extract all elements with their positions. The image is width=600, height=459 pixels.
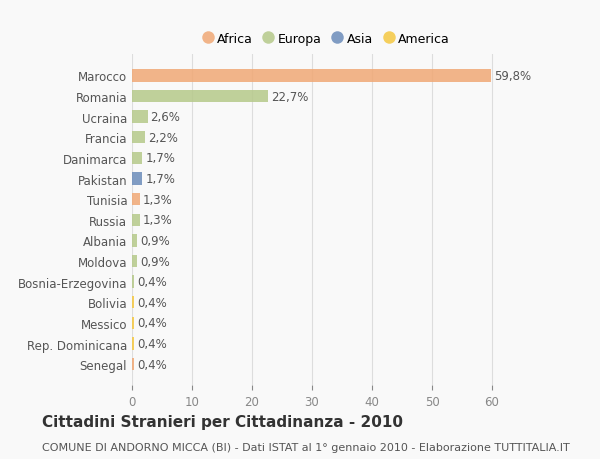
- Bar: [132, 214, 140, 226]
- Bar: [132, 276, 134, 288]
- Legend: Africa, Europa, Asia, America: Africa, Europa, Asia, America: [199, 28, 455, 51]
- Text: 0,9%: 0,9%: [140, 255, 170, 268]
- Bar: [132, 194, 140, 206]
- Bar: [132, 255, 137, 268]
- Bar: [132, 235, 137, 247]
- Text: 59,8%: 59,8%: [494, 70, 531, 83]
- Text: COMUNE DI ANDORNO MICCA (BI) - Dati ISTAT al 1° gennaio 2010 - Elaborazione TUTT: COMUNE DI ANDORNO MICCA (BI) - Dati ISTA…: [42, 442, 570, 452]
- Text: 0,4%: 0,4%: [137, 296, 167, 309]
- Bar: [132, 358, 134, 370]
- Bar: [132, 152, 142, 165]
- Text: 0,4%: 0,4%: [137, 275, 167, 289]
- Text: 22,7%: 22,7%: [271, 90, 308, 103]
- Bar: [132, 91, 268, 103]
- Text: 1,3%: 1,3%: [143, 193, 173, 206]
- Text: 2,2%: 2,2%: [148, 132, 178, 145]
- Text: 0,4%: 0,4%: [137, 358, 167, 371]
- Bar: [132, 338, 134, 350]
- Text: Cittadini Stranieri per Cittadinanza - 2010: Cittadini Stranieri per Cittadinanza - 2…: [42, 414, 403, 429]
- Text: 0,4%: 0,4%: [137, 317, 167, 330]
- Text: 2,6%: 2,6%: [151, 111, 181, 124]
- Bar: [132, 70, 491, 83]
- Bar: [132, 297, 134, 309]
- Bar: [132, 132, 145, 144]
- Text: 1,7%: 1,7%: [145, 173, 175, 185]
- Text: 1,7%: 1,7%: [145, 152, 175, 165]
- Bar: [132, 173, 142, 185]
- Bar: [132, 111, 148, 123]
- Text: 0,4%: 0,4%: [137, 337, 167, 350]
- Text: 0,9%: 0,9%: [140, 235, 170, 247]
- Bar: [132, 317, 134, 330]
- Text: 1,3%: 1,3%: [143, 214, 173, 227]
